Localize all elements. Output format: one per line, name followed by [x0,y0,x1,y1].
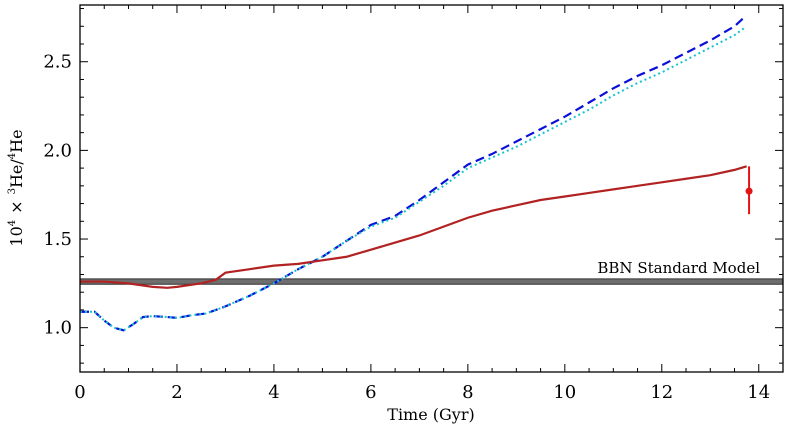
x-tick-label: 12 [650,382,673,403]
x-tick-label: 10 [553,382,576,403]
y-axis-label: 104×3He/4He [7,129,26,246]
y-tick-label: 1.5 [43,229,72,250]
x-tick-label: 0 [74,382,85,403]
y-label-sup3: 3 [7,188,18,194]
y-label-sup4: 4 [7,153,18,159]
tick-layer: 0 2 4 6 8 10 12 14 1.0 1.5 2.0 2.5 [43,5,784,403]
x-tick-label: 8 [462,382,473,403]
y-label-exp: 4 [7,220,18,226]
y-tick-label: 2.5 [43,52,72,73]
y-tick-label: 2.0 [43,140,72,161]
bbn-band [80,278,783,285]
y-label-times: × [7,200,26,213]
series-line-dotted [80,27,745,332]
series-line-solid [80,165,747,289]
series-layer [80,16,747,332]
plot-frame [79,4,784,373]
y-label-he2: He [7,129,26,152]
x-tick-label: 4 [268,382,279,403]
y-tick-label: 1.0 [43,318,72,339]
x-axis-label: Time (Gyr) [387,405,474,424]
x-tick-label: 14 [747,382,770,403]
observation-point [745,187,753,195]
bbn-band-label: BBN Standard Model [597,259,760,277]
observation-layer [745,166,753,215]
bbn-band-layer [80,278,783,285]
y-label-he1: He/ [7,159,26,188]
y-label-ten: 10 [7,226,26,246]
x-tick-label: 6 [365,382,376,403]
x-tick-label: 2 [171,382,182,403]
